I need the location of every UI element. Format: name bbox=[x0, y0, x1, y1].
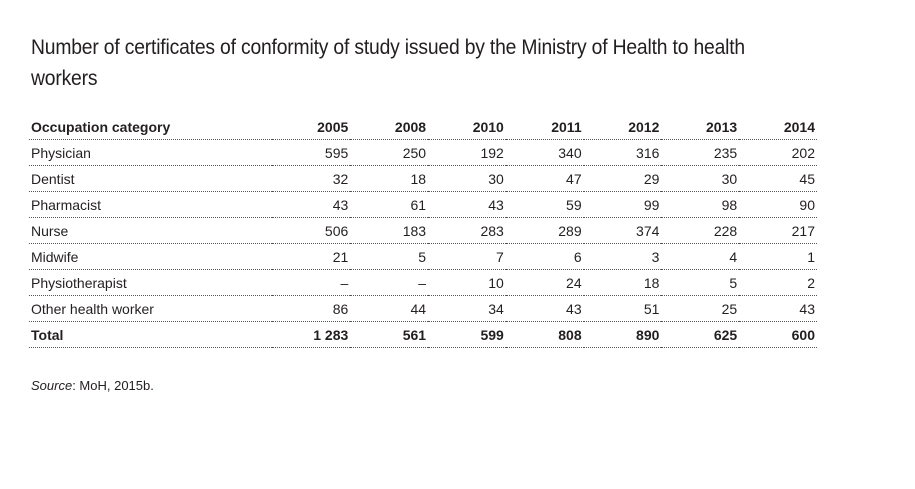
occupation-label: Pharmacist bbox=[29, 191, 273, 218]
occupation-label: Other health worker bbox=[29, 295, 273, 322]
table-cell: 43 bbox=[428, 191, 506, 218]
table-cell: 595 bbox=[272, 139, 351, 166]
column-header-year: 2013 bbox=[661, 115, 740, 140]
total-cell: 890 bbox=[583, 321, 662, 348]
total-row: Total 1 283 561 599 808 890 625 600 bbox=[29, 321, 817, 348]
table-cell: 59 bbox=[505, 191, 584, 218]
total-cell: 808 bbox=[505, 321, 584, 348]
table-cell: 10 bbox=[428, 269, 506, 296]
table-cell: 2 bbox=[739, 269, 817, 296]
table-row: Dentist 32 18 30 47 29 30 45 bbox=[29, 165, 817, 192]
total-cell: 561 bbox=[350, 321, 429, 348]
table-row: Other health worker 86 44 34 43 51 25 43 bbox=[29, 295, 817, 322]
table-cell: 4 bbox=[661, 243, 740, 270]
column-header-year: 2014 bbox=[739, 115, 817, 140]
total-label: Total bbox=[29, 321, 273, 348]
certificates-table: Occupation category 2005 2008 2010 2011 2012… bbox=[29, 115, 817, 348]
table-cell: 51 bbox=[583, 295, 662, 322]
table-cell: 47 bbox=[505, 165, 584, 192]
table-cell: 30 bbox=[661, 165, 740, 192]
table-cell: 18 bbox=[350, 165, 429, 192]
table-cell: 506 bbox=[272, 217, 351, 244]
occupation-label: Midwife bbox=[29, 243, 273, 270]
column-header-year: 2012 bbox=[583, 115, 662, 140]
occupation-label: Nurse bbox=[29, 217, 273, 244]
table-cell: 43 bbox=[272, 191, 351, 218]
table-cell: 217 bbox=[739, 217, 817, 244]
table-row: Nurse 506 183 283 289 374 228 217 bbox=[29, 217, 817, 244]
table-row: Pharmacist 43 61 43 59 99 98 90 bbox=[29, 191, 817, 218]
column-header-year: 2005 bbox=[272, 115, 351, 140]
table-cell: 5 bbox=[350, 243, 429, 270]
table-cell: 25 bbox=[661, 295, 740, 322]
total-cell: 1 283 bbox=[272, 321, 351, 348]
table-cell: 45 bbox=[739, 165, 817, 192]
table-cell: 202 bbox=[739, 139, 817, 166]
table-cell: 228 bbox=[661, 217, 740, 244]
table-cell: 32 bbox=[272, 165, 351, 192]
table-cell: 235 bbox=[661, 139, 740, 166]
table-cell: 34 bbox=[428, 295, 506, 322]
total-cell: 600 bbox=[739, 321, 817, 348]
table-row: Midwife 21 5 7 6 3 4 1 bbox=[29, 243, 817, 270]
table-cell: 6 bbox=[505, 243, 584, 270]
table-cell: 29 bbox=[583, 165, 662, 192]
table-cell: 7 bbox=[428, 243, 506, 270]
table-cell: 61 bbox=[350, 191, 429, 218]
table-cell: 24 bbox=[505, 269, 584, 296]
table-cell: 30 bbox=[428, 165, 506, 192]
table-cell: – bbox=[350, 269, 429, 296]
occupation-label: Dentist bbox=[29, 165, 273, 192]
occupation-label: Physician bbox=[29, 139, 273, 166]
table-cell: – bbox=[272, 269, 351, 296]
table-cell: 18 bbox=[583, 269, 662, 296]
source-text: : MoH, 2015b. bbox=[72, 378, 154, 393]
column-header-category: Occupation category bbox=[29, 115, 273, 140]
table-cell: 283 bbox=[428, 217, 506, 244]
source-note: Source: MoH, 2015b. bbox=[31, 378, 154, 393]
table-cell: 192 bbox=[428, 139, 506, 166]
table-cell: 340 bbox=[505, 139, 584, 166]
table-cell: 289 bbox=[505, 217, 584, 244]
table-cell: 44 bbox=[350, 295, 429, 322]
table-row: Physiotherapist – –10 24 18 5 2 bbox=[29, 269, 817, 296]
table-cell: 99 bbox=[583, 191, 662, 218]
column-header-year: 2010 bbox=[428, 115, 506, 140]
table-row: Physician 595 250 192 340 316 235 202 bbox=[29, 139, 817, 166]
table-cell: 1 bbox=[739, 243, 817, 270]
table-cell: 43 bbox=[739, 295, 817, 322]
table-cell: 98 bbox=[661, 191, 740, 218]
source-label: Source bbox=[31, 378, 73, 393]
column-header-year: 2008 bbox=[350, 115, 429, 140]
table-cell: 43 bbox=[505, 295, 584, 322]
table-cell: 90 bbox=[739, 191, 817, 218]
table-cell: 5 bbox=[661, 269, 740, 296]
total-cell: 599 bbox=[428, 321, 506, 348]
table-title: Number of certificates of conformity of … bbox=[31, 36, 746, 90]
header-row: Occupation category 2005 2008 2010 2011 2012… bbox=[29, 115, 817, 140]
column-header-year: 2011 bbox=[505, 115, 584, 140]
table-cell: 21 bbox=[272, 243, 351, 270]
total-cell: 625 bbox=[661, 321, 740, 348]
table-cell: 374 bbox=[583, 217, 662, 244]
table-cell: 250 bbox=[350, 139, 429, 166]
table-cell: 86 bbox=[272, 295, 351, 322]
table-cell: 316 bbox=[583, 139, 662, 166]
table-body: Physician 595 250 192 340 316 235 202 Dentist 32 1… bbox=[29, 139, 817, 348]
table-cell: 183 bbox=[350, 217, 429, 244]
table-cell: 3 bbox=[583, 243, 662, 270]
occupation-label: Physiotherapist bbox=[29, 269, 273, 296]
